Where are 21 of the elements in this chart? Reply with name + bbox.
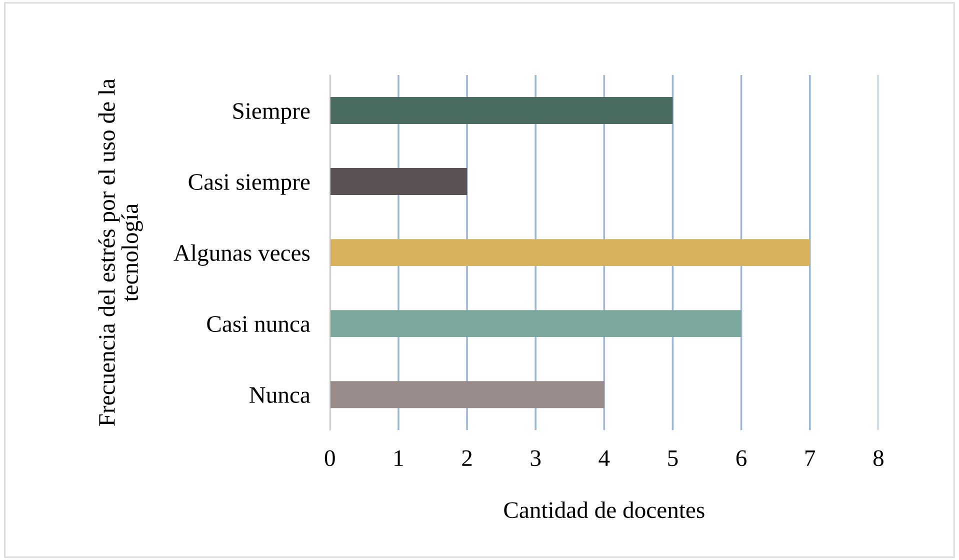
x-tick-label: 1 — [394, 450, 403, 466]
x-tick-label: 3 — [530, 450, 541, 466]
x-axis-title: Cantidad de docentes — [504, 501, 704, 518]
bar — [330, 168, 468, 196]
bar — [330, 310, 742, 338]
y-tick-label: Siempre — [233, 103, 310, 124]
x-tick-label: 5 — [668, 450, 678, 466]
y-tick-label: Nunca — [250, 387, 310, 403]
x-tick-label: 4 — [598, 450, 610, 466]
y-tick-label: Casi siempre — [188, 174, 310, 195]
y-tick-label: Algunas veces — [174, 244, 310, 266]
x-tick-label: 8 — [873, 450, 884, 466]
x-tick-label: 6 — [736, 450, 747, 466]
x-tick-label: 0 — [324, 450, 335, 466]
bar — [330, 97, 673, 124]
y-tick-label: Casi nunca — [207, 316, 310, 332]
x-tick-label: 7 — [806, 450, 816, 466]
y-axis-title: Frecuencia del estrés por el uso de la tecnología — [98, 78, 143, 426]
bar — [330, 239, 810, 266]
bar — [330, 381, 604, 408]
x-tick-label: 2 — [462, 450, 472, 466]
